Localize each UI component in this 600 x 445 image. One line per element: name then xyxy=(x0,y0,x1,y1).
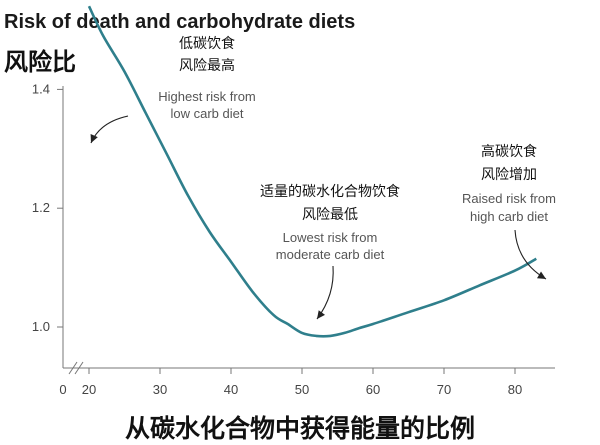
annotation-en-text: low carb diet xyxy=(171,106,244,121)
arrowhead xyxy=(90,134,98,143)
axes xyxy=(62,86,555,375)
arrowhead xyxy=(317,310,325,319)
x-axis-label: 从碳水化合物中获得能量的比例 xyxy=(125,414,475,443)
x-tick-label: 0 xyxy=(59,382,66,397)
chart-title: Risk of death and carbohydrate diets xyxy=(4,11,355,33)
annotation-en-text: Highest risk from xyxy=(158,89,256,104)
annotation-cn-text: 低碳饮食 xyxy=(179,35,235,52)
x-tick-label: 70 xyxy=(437,382,451,397)
y-ticks: 1.01.21.41.61.8 xyxy=(32,81,63,334)
annotation-cn-text: 风险增加 xyxy=(481,167,537,183)
annotation-en-text: Raised risk from xyxy=(462,191,556,206)
x-tick-label: 50 xyxy=(295,382,309,397)
annotation-en-text: high carb diet xyxy=(470,209,548,224)
x-tick-label: 80 xyxy=(508,382,522,397)
annotation-en-text: moderate carb diet xyxy=(276,247,385,262)
annotation-cn-text: 适量的碳水化合物饮食 xyxy=(260,183,400,200)
x-tick-label: 30 xyxy=(153,382,167,397)
annotation-arrow xyxy=(90,115,129,144)
annotation-arrow xyxy=(514,229,547,280)
annotation-cn-text: 风险最低 xyxy=(302,207,358,223)
y-axis-label: 风险比 xyxy=(4,48,76,76)
annotation-en-text: Lowest risk from xyxy=(283,230,378,245)
x-tick-label: 40 xyxy=(224,382,238,397)
x-tick-label: 20 xyxy=(82,382,96,397)
annotation-cn-text: 高碳饮食 xyxy=(481,143,537,160)
x-tick-label: 60 xyxy=(366,382,380,397)
y-tick-label: 1.0 xyxy=(32,319,50,334)
y-tick-label: 1.4 xyxy=(32,81,50,96)
y-tick-label: 1.2 xyxy=(32,200,50,215)
arrowhead xyxy=(537,271,546,279)
annotation-cn-text: 风险最高 xyxy=(179,57,235,74)
risk-curve-line xyxy=(87,5,537,338)
axis-break-marker xyxy=(68,361,84,375)
x-ticks: 0 20 30 40 50 60 70 80 xyxy=(59,368,522,397)
